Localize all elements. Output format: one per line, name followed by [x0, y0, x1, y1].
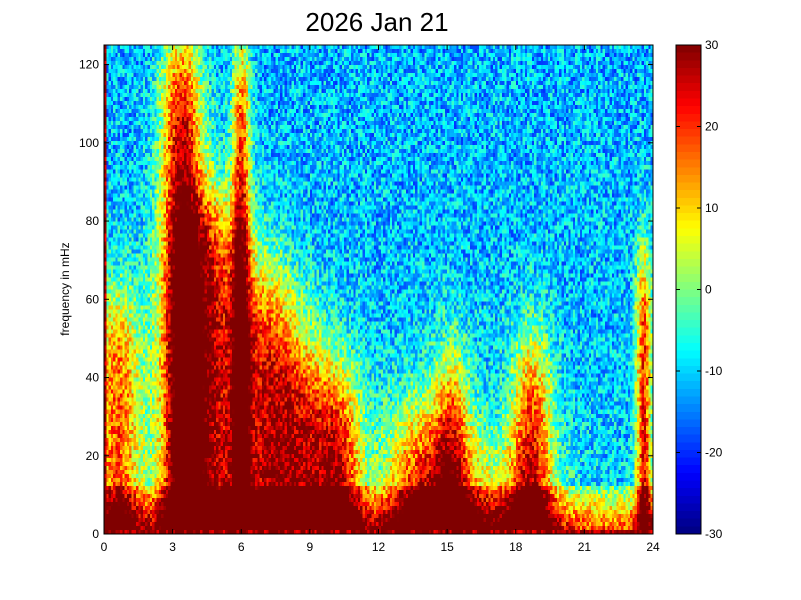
- y-tick-label: 20: [86, 449, 100, 463]
- x-tick-label: 15: [440, 540, 454, 554]
- y-tick-label: 120: [79, 58, 99, 72]
- x-tick-label: 21: [578, 540, 592, 554]
- heatmap-image: [104, 45, 653, 534]
- colorbar-image: [676, 45, 701, 534]
- x-tick-label: 12: [372, 540, 386, 554]
- x-tick-label: 3: [169, 540, 176, 554]
- colorbar-tick-label: -30: [705, 527, 723, 541]
- colorbar-tick-label: 30: [705, 38, 719, 52]
- y-tick-label: 60: [86, 292, 100, 306]
- chart-title: 2026 Jan 21: [305, 7, 448, 37]
- x-tick-label: 0: [101, 540, 108, 554]
- colorbar-ticks: 30 20 10 0 -10 -20 -30: [676, 38, 723, 541]
- colorbar-tick-label: 0: [705, 283, 712, 297]
- colorbar-tick-label: 20: [705, 120, 719, 134]
- x-axis-ticks: 0 3 6 9 12 15 18 21 24: [101, 45, 660, 554]
- colorbar-tick-label: -10: [705, 364, 723, 378]
- y-tick-label: 100: [79, 136, 99, 150]
- y-tick-label: 0: [92, 527, 99, 541]
- y-tick-label: 80: [86, 214, 100, 228]
- y-axis-label: frequency in mHz: [58, 242, 72, 335]
- colorbar-tick-label: 10: [705, 201, 719, 215]
- y-tick-label: 40: [86, 371, 100, 385]
- x-tick-label: 6: [238, 540, 245, 554]
- x-tick-label: 9: [307, 540, 314, 554]
- y-axis-ticks: 0 20 40 60 80 100 120: [79, 58, 653, 541]
- x-tick-label: 18: [509, 540, 523, 554]
- colorbar-tick-label: -20: [705, 446, 723, 460]
- x-tick-label: 24: [646, 540, 660, 554]
